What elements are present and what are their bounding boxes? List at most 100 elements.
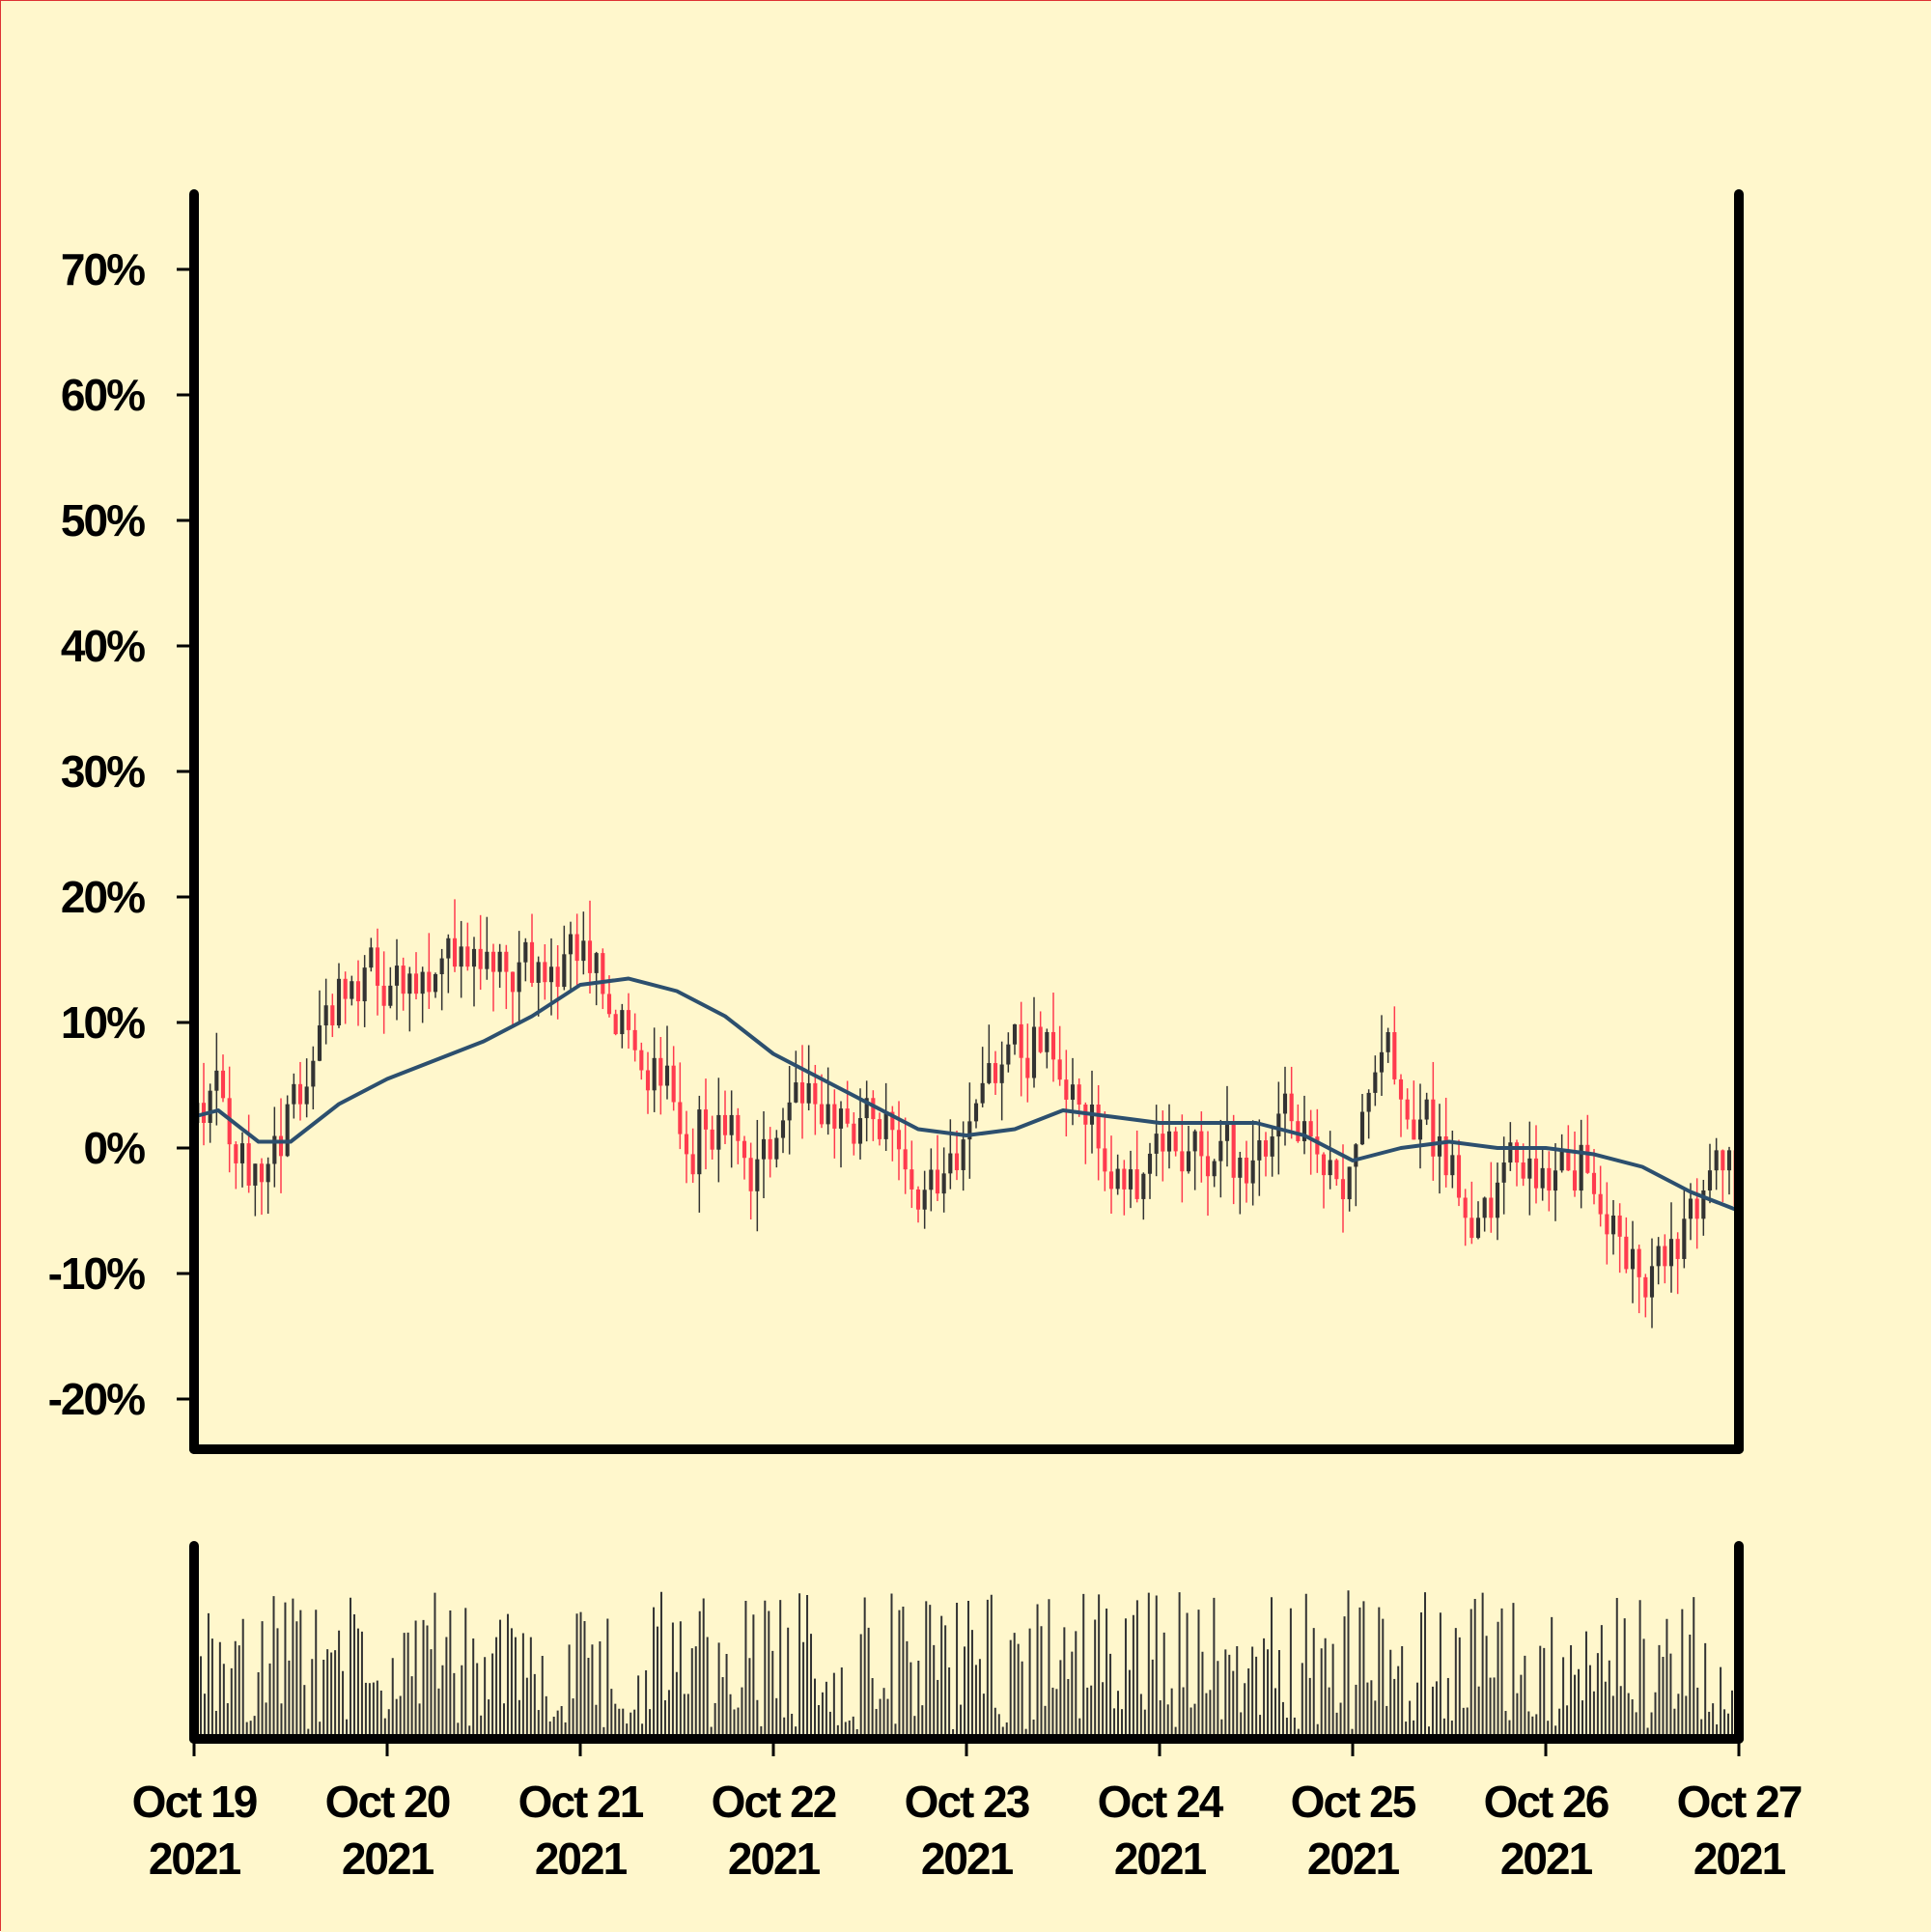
candle <box>1707 1143 1713 1204</box>
candle <box>1643 1274 1648 1318</box>
candle <box>1366 1089 1371 1139</box>
candle-body <box>787 1102 792 1121</box>
x-tick-label-date: Oct 21 <box>518 1777 644 1827</box>
candle-body <box>1610 1215 1616 1235</box>
candle <box>1006 1032 1011 1073</box>
candle-body <box>1463 1197 1468 1218</box>
candle <box>910 1140 914 1209</box>
candle-body <box>1649 1266 1655 1298</box>
candle-body <box>1398 1078 1404 1100</box>
candle <box>1533 1125 1539 1204</box>
candle-body <box>529 941 535 983</box>
candle-body <box>413 973 419 994</box>
candle <box>697 1095 702 1213</box>
candle <box>716 1078 721 1183</box>
candle-body <box>323 1005 328 1026</box>
candle <box>1186 1125 1191 1174</box>
candle <box>768 1127 772 1178</box>
candle <box>999 1041 1004 1121</box>
candle-body <box>555 966 560 988</box>
candle-body <box>967 1121 972 1140</box>
candle-body <box>961 1139 966 1170</box>
candle-body <box>877 1119 882 1139</box>
candle-body <box>1726 1150 1732 1171</box>
candle <box>1057 1025 1062 1086</box>
candle-body <box>568 934 574 955</box>
candle <box>826 1067 830 1135</box>
candle-body <box>710 1129 714 1150</box>
candle <box>292 1073 296 1119</box>
candle <box>632 1013 637 1062</box>
candle <box>562 925 567 991</box>
candle <box>323 978 328 1045</box>
candlestick-series <box>195 899 1738 1329</box>
candle <box>304 1058 309 1118</box>
candle-body <box>1553 1170 1558 1191</box>
candle <box>973 1099 979 1129</box>
candle <box>684 1110 689 1184</box>
candle <box>736 1107 741 1164</box>
candle-body <box>806 1082 811 1104</box>
candle <box>272 1106 277 1188</box>
candle-body <box>1675 1239 1680 1259</box>
candle-body <box>1031 1026 1037 1078</box>
candle-body <box>1244 1158 1249 1184</box>
x-axis-ticks: Oct 19 2021 Oct 20 2021 Oct 21 2021 Oct 22 2021… <box>132 1739 1804 1884</box>
candle <box>852 1112 856 1156</box>
candle-body <box>935 1169 940 1194</box>
candle-body <box>703 1109 709 1130</box>
candle-body <box>910 1169 914 1190</box>
candle-body <box>490 951 496 972</box>
candle <box>485 916 490 980</box>
candle <box>355 960 361 1026</box>
candle <box>671 1046 676 1111</box>
candle-body <box>1694 1198 1699 1219</box>
candle <box>987 1024 992 1085</box>
candle-body <box>523 941 528 963</box>
candle <box>1547 1151 1552 1212</box>
candle <box>1675 1232 1680 1295</box>
candle <box>427 933 432 1010</box>
candle <box>729 1090 734 1168</box>
candle-body <box>1180 1151 1185 1172</box>
candle-body <box>1605 1214 1609 1235</box>
candle-body <box>922 1190 927 1210</box>
candle-body <box>1045 1031 1049 1052</box>
candle-body <box>690 1154 695 1175</box>
candle-body <box>857 1118 863 1144</box>
candle <box>755 1119 760 1232</box>
candle-body <box>1212 1161 1217 1177</box>
candle-body <box>941 1173 946 1194</box>
candle-body <box>220 1070 226 1099</box>
candle-body <box>1656 1246 1661 1267</box>
candle-body <box>459 946 463 967</box>
candle-body <box>1501 1162 1506 1183</box>
candle-body <box>780 1120 786 1138</box>
candle <box>845 1080 850 1128</box>
candle-body <box>748 1158 753 1191</box>
candle-body <box>671 1065 676 1103</box>
candle-body <box>678 1102 683 1134</box>
candle <box>1205 1131 1211 1217</box>
candle <box>1726 1146 1732 1195</box>
candle-body <box>1714 1150 1719 1171</box>
candle <box>420 966 425 1023</box>
candle <box>465 922 470 971</box>
candle-body <box>813 1082 818 1105</box>
candle-body <box>246 1143 251 1186</box>
candle <box>883 1082 888 1152</box>
candle-body <box>601 953 605 994</box>
candle-body <box>1456 1155 1462 1198</box>
candle-body <box>1199 1131 1204 1157</box>
candle-body <box>819 1104 825 1125</box>
candle-body <box>1296 1121 1301 1141</box>
candle <box>1115 1154 1120 1195</box>
candle <box>555 945 560 1020</box>
candle <box>1431 1061 1436 1181</box>
candle <box>1714 1137 1719 1190</box>
y-axis-ticks: -20% -10% 0% 10% 20% 30% 40% 50% 60% 70% <box>48 244 194 1424</box>
candle <box>1527 1121 1532 1216</box>
candle-body <box>890 1111 895 1131</box>
candle <box>896 1101 902 1181</box>
candle-body <box>543 962 547 983</box>
